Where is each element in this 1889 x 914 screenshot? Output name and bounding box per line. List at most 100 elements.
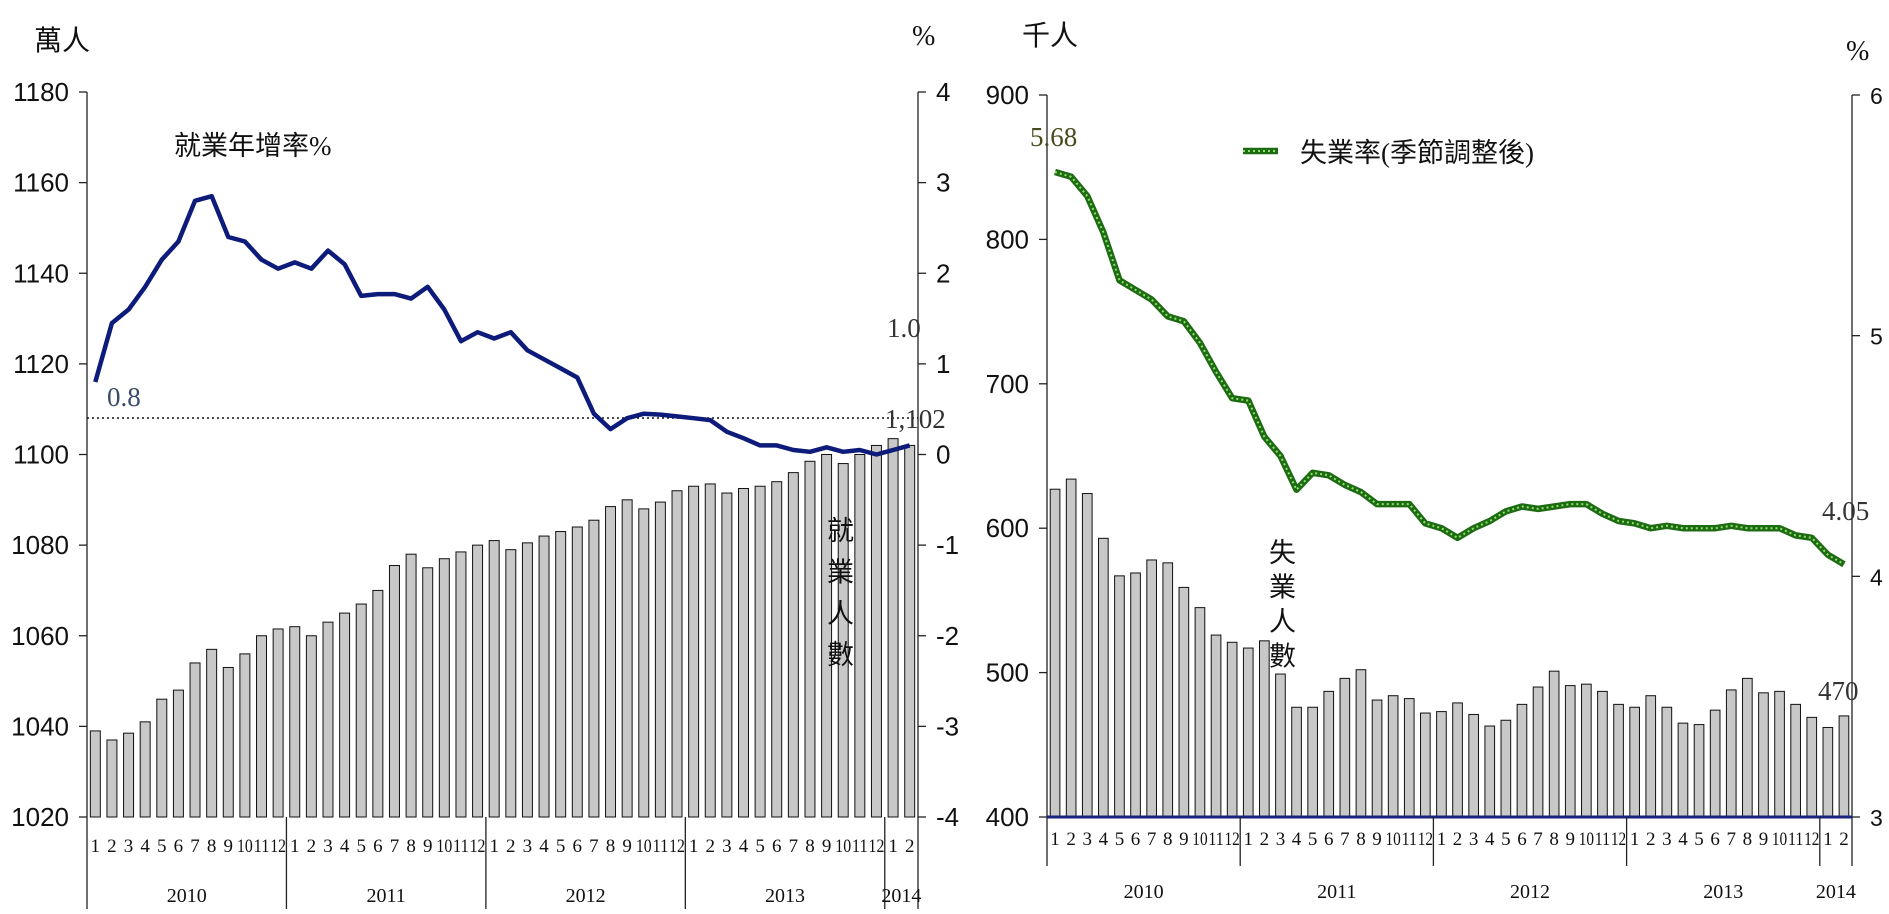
month-tick-label: 9 (224, 836, 234, 857)
bar-38 (704, 483, 716, 818)
bar-49 (887, 438, 899, 818)
right-chart-right-ticks: 3 4 5 6 (1852, 83, 1883, 831)
month-tick-label: 2 (706, 836, 716, 857)
employment-chart: 萬人 % 10201040106010801100112011401160118… (11, 21, 959, 909)
month-tick-label: 3 (1662, 829, 1672, 850)
bar-39 (721, 492, 733, 818)
bar-4 (1098, 537, 1109, 818)
right-axis-tick-label: 4 (936, 77, 950, 107)
unemployment-bar-label: 失業人數 (1269, 538, 1296, 672)
month-tick-label: 1 (1244, 829, 1254, 850)
month-tick-label: 1 (1437, 829, 1447, 850)
month-tick-label: 5 (157, 836, 167, 857)
month-tick-label: 4 (1678, 829, 1688, 850)
last-employment-value-label: 1,102 (885, 404, 946, 434)
month-tick-label: 2 (1260, 829, 1270, 850)
month-tick-label: 12 (470, 836, 486, 857)
month-tick-label: 9 (1179, 829, 1189, 850)
first-growth-rate-label: 0.8 (107, 382, 141, 412)
month-tick-label: 6 (1710, 829, 1720, 850)
bar-23 (1403, 698, 1415, 818)
bar-6 (1130, 572, 1141, 818)
right-axis-tick-label: 6 (1870, 83, 1883, 109)
bar-33 (621, 499, 633, 818)
bar-37 (688, 485, 700, 818)
month-tick-label: 12 (270, 836, 286, 857)
month-tick-label: 2 (1066, 829, 1076, 850)
left-axis-tick-label: 600 (986, 513, 1029, 543)
month-tick-label: 7 (789, 836, 799, 857)
month-tick-label: 11 (1208, 829, 1223, 850)
bar-29 (555, 531, 567, 818)
bar-10 (239, 653, 251, 818)
month-tick-label: 6 (772, 836, 782, 857)
bar-3 (123, 732, 135, 818)
bar-32 (1548, 670, 1560, 818)
bar-49 (1822, 726, 1834, 818)
bar-20 (1355, 669, 1367, 818)
bar-18 (372, 589, 384, 818)
bar-12 (272, 628, 284, 818)
left-axis-tick-label: 700 (986, 369, 1029, 399)
bar-32 (605, 506, 617, 818)
bar-24 (472, 544, 484, 818)
bar-5 (156, 698, 168, 818)
month-tick-label: 8 (1163, 829, 1173, 850)
month-tick-label: 1 (689, 836, 699, 857)
right-chart-right-unit: % (1846, 36, 1869, 67)
year-label: 2011 (1317, 881, 1356, 903)
month-tick-label: 2 (1453, 829, 1463, 850)
unemployment-rate-line (1054, 168, 1846, 568)
month-tick-label: 3 (1469, 829, 1479, 850)
month-tick-label: 6 (174, 836, 184, 857)
bar-30 (1516, 703, 1528, 818)
bar-45 (1758, 692, 1769, 818)
month-tick-label: 7 (1727, 829, 1737, 850)
bar-43 (787, 472, 799, 818)
left-axis-tick-label: 800 (986, 224, 1029, 254)
month-tick-label: 9 (423, 836, 433, 857)
month-tick-label: 11 (652, 836, 668, 857)
bar-23 (455, 551, 467, 818)
bar-48 (1806, 716, 1818, 818)
bar-21 (422, 567, 434, 818)
bar-12 (1226, 641, 1238, 818)
month-tick-label: 2 (905, 836, 915, 857)
bar-35 (1597, 690, 1608, 818)
right-chart-year-labels: 2010 2011 2012 2013 2014 (1124, 817, 1856, 903)
month-tick-label: 10 (1772, 829, 1787, 850)
bar-36 (671, 490, 683, 818)
month-tick-label: 4 (340, 836, 350, 857)
bar-14 (1259, 640, 1270, 818)
bar-40 (738, 487, 749, 818)
month-tick-label: 8 (1356, 829, 1366, 850)
bar-27 (1468, 713, 1479, 818)
bar-36 (1613, 703, 1624, 818)
bar-9 (222, 666, 234, 818)
bar-19 (388, 565, 400, 818)
month-tick-label: 1 (1630, 829, 1640, 850)
right-axis-tick-label: 0 (936, 440, 950, 470)
month-tick-label: 6 (573, 836, 583, 857)
month-tick-label: 6 (373, 836, 383, 857)
bar-22 (1387, 695, 1399, 818)
year-label: 2012 (1510, 881, 1550, 903)
month-tick-label: 10 (1192, 829, 1207, 850)
last-unemployment-rate-label: 4.05 (1822, 496, 1869, 526)
month-tick-label: 4 (739, 836, 749, 857)
employment-growth-line (93, 193, 911, 457)
month-tick-label: 11 (1402, 829, 1417, 850)
month-tick-label: 5 (755, 836, 765, 857)
right-chart-month-labels: 1 2 3 4 5 6 7 8 9 10 11 12 1 2 3 4 5 6 7 8 9 10 11 12 1 2 3 4 5 6 7 8 9 1… (1050, 829, 1848, 850)
month-tick-label: 11 (1595, 829, 1610, 850)
month-tick-label: 8 (207, 836, 217, 857)
bar-24 (1420, 712, 1431, 818)
bar-38 (1645, 695, 1657, 818)
bar-27 (521, 542, 533, 818)
month-tick-label: 12 (1418, 829, 1433, 850)
left-axis-tick-label: 500 (986, 658, 1029, 688)
year-label: 2014 (881, 885, 921, 907)
month-tick-label: 3 (722, 836, 732, 857)
left-axis-tick-label: 1100 (13, 440, 69, 470)
bar-17 (355, 603, 367, 818)
